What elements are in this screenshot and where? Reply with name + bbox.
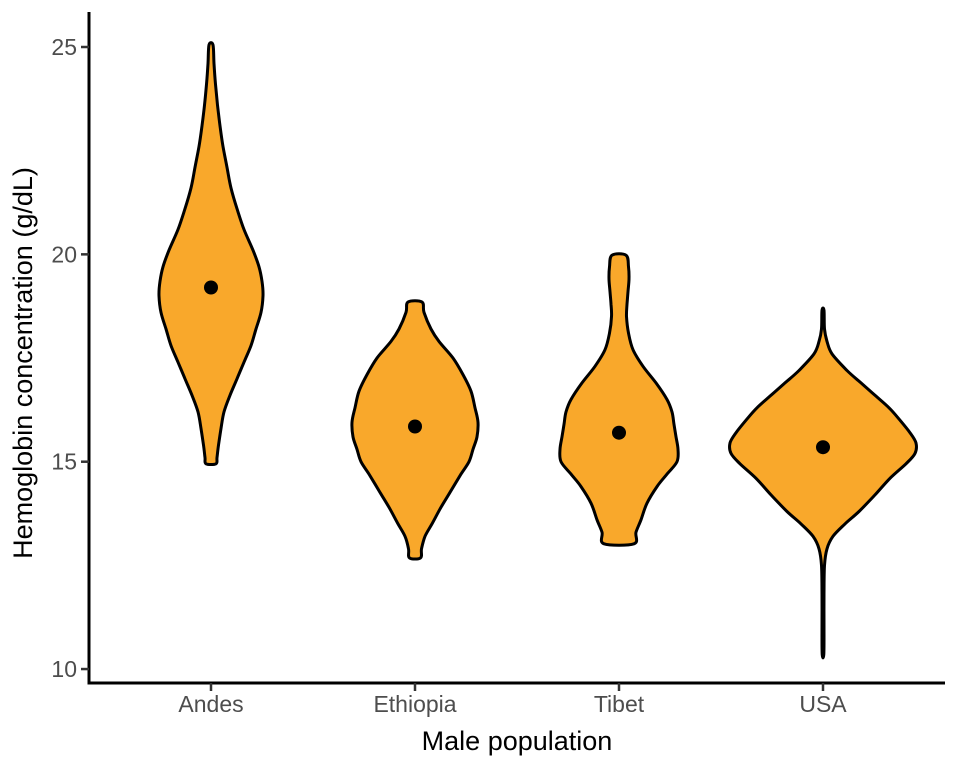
mean-dot-usa	[816, 440, 830, 455]
y-tick-label-10: 10	[51, 656, 77, 682]
mean-dot-tibet	[612, 425, 626, 440]
x-tick-label-usa: USA	[799, 691, 847, 717]
mean-dot-ethiopia	[408, 419, 422, 434]
violin-tibet	[558, 252, 680, 547]
violin-andes	[157, 41, 265, 467]
violin-usa	[728, 306, 918, 660]
x-tick-label-ethiopia: Ethiopia	[373, 691, 456, 717]
y-tick-label-20: 20	[51, 241, 77, 267]
x-tick-label-andes: Andes	[178, 691, 243, 717]
x-tick-label-tibet: Tibet	[594, 691, 645, 717]
y-axis-title: Hemoglobin concentration (g/dL)	[8, 167, 38, 559]
mean-dot-andes	[204, 280, 218, 295]
y-tick-label-25: 25	[51, 34, 77, 60]
x-axis-title: Male population	[421, 726, 613, 756]
y-tick-label-15: 15	[51, 449, 77, 475]
